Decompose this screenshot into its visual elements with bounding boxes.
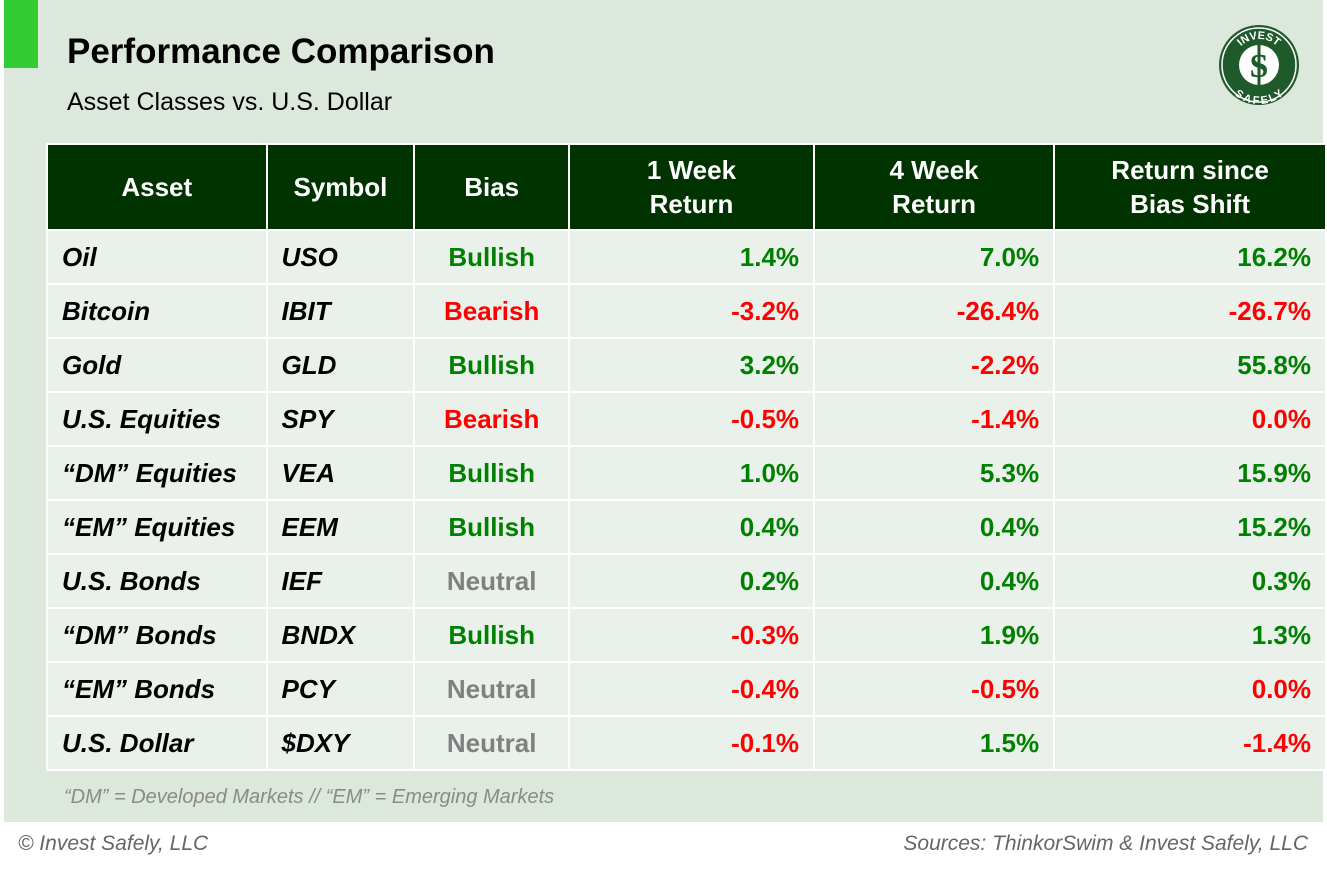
cell-4week: -26.4%: [813, 283, 1056, 339]
cell-1week: -0.5%: [567, 391, 816, 447]
cell-bias: Bullish: [413, 499, 570, 555]
cell-4week: -2.2%: [813, 337, 1056, 393]
cell-4week: 5.3%: [813, 445, 1056, 501]
cell-symbol: BNDX: [265, 607, 416, 663]
cell-since-shift: 16.2%: [1053, 229, 1327, 285]
table-row: Oil USO Bullish 1.4% 7.0% 16.2%: [46, 229, 1327, 285]
cell-1week: 1.0%: [567, 445, 816, 501]
cell-since-shift: 0.3%: [1053, 553, 1327, 609]
cell-since-shift: 15.9%: [1053, 445, 1327, 501]
cell-bias: Neutral: [413, 715, 570, 771]
col-header-4week: 4 Week Return: [813, 143, 1056, 231]
cell-symbol: IEF: [265, 553, 416, 609]
cell-asset: U.S. Dollar: [46, 715, 268, 771]
footnote: “DM” = Developed Markets // “EM” = Emerg…: [64, 786, 555, 808]
cell-symbol: GLD: [265, 337, 416, 393]
svg-text:INVEST: INVEST: [1235, 30, 1283, 49]
cell-symbol: PCY: [265, 661, 416, 717]
cell-asset: Bitcoin: [46, 283, 268, 339]
cell-4week: 7.0%: [813, 229, 1056, 285]
cell-asset: U.S. Equities: [46, 391, 268, 447]
cell-4week: 1.9%: [813, 607, 1056, 663]
cell-bias: Bearish: [413, 391, 570, 447]
performance-table: Asset Symbol Bias 1 Week Return 4 Week R…: [46, 143, 1327, 771]
cell-1week: -3.2%: [567, 283, 816, 339]
cell-since-shift: 15.2%: [1053, 499, 1327, 555]
table-row: Bitcoin IBIT Bearish -3.2% -26.4% -26.7%: [46, 283, 1327, 339]
cell-4week: -0.5%: [813, 661, 1056, 717]
copyright: © Invest Safely, LLC: [18, 832, 209, 855]
col-header-1week: 1 Week Return: [567, 143, 816, 231]
cell-asset: “DM” Equities: [46, 445, 268, 501]
page-subtitle: Asset Classes vs. U.S. Dollar: [67, 88, 393, 116]
cell-4week: -1.4%: [813, 391, 1056, 447]
col-header-since-shift: Return since Bias Shift: [1053, 143, 1327, 231]
cell-bias: Bullish: [413, 445, 570, 501]
cell-symbol: USO: [265, 229, 416, 285]
cell-4week: 0.4%: [813, 499, 1056, 555]
cell-since-shift: 55.8%: [1053, 337, 1327, 393]
col-header-asset: Asset: [46, 143, 268, 231]
cell-1week: 1.4%: [567, 229, 816, 285]
cell-bias: Bearish: [413, 283, 570, 339]
cell-1week: -0.1%: [567, 715, 816, 771]
cell-asset: “DM” Bonds: [46, 607, 268, 663]
cell-1week: 0.4%: [567, 499, 816, 555]
cell-bias: Neutral: [413, 661, 570, 717]
table-row: Gold GLD Bullish 3.2% -2.2% 55.8%: [46, 337, 1327, 393]
cell-symbol: VEA: [265, 445, 416, 501]
cell-1week: -0.4%: [567, 661, 816, 717]
cell-bias: Bullish: [413, 229, 570, 285]
sources: Sources: ThinkorSwim & Invest Safely, LL…: [903, 832, 1308, 855]
cell-asset: Oil: [46, 229, 268, 285]
cell-symbol: SPY: [265, 391, 416, 447]
col-header-symbol: Symbol: [265, 143, 416, 231]
cell-since-shift: 1.3%: [1053, 607, 1327, 663]
cell-symbol: EEM: [265, 499, 416, 555]
cell-bias: Bullish: [413, 337, 570, 393]
table-row: “EM” Equities EEM Bullish 0.4% 0.4% 15.2%: [46, 499, 1327, 555]
cell-1week: 0.2%: [567, 553, 816, 609]
cell-bias: Bullish: [413, 607, 570, 663]
cell-asset: “EM” Bonds: [46, 661, 268, 717]
invest-safely-logo: S INVEST SAFELY: [1219, 25, 1299, 106]
cell-4week: 0.4%: [813, 553, 1056, 609]
page-title: Performance Comparison: [67, 32, 495, 71]
table-row: “DM” Bonds BNDX Bullish -0.3% 1.9% 1.3%: [46, 607, 1327, 663]
cell-asset: U.S. Bonds: [46, 553, 268, 609]
cell-asset: “EM” Equities: [46, 499, 268, 555]
cell-bias: Neutral: [413, 553, 570, 609]
table-row: U.S. Bonds IEF Neutral 0.2% 0.4% 0.3%: [46, 553, 1327, 609]
cell-4week: 1.5%: [813, 715, 1056, 771]
cell-1week: 3.2%: [567, 337, 816, 393]
cell-since-shift: 0.0%: [1053, 391, 1327, 447]
table-row: “EM” Bonds PCY Neutral -0.4% -0.5% 0.0%: [46, 661, 1327, 717]
table-row: “DM” Equities VEA Bullish 1.0% 5.3% 15.9%: [46, 445, 1327, 501]
table-row: U.S. Dollar $DXY Neutral -0.1% 1.5% -1.4%: [46, 715, 1327, 771]
cell-symbol: $DXY: [265, 715, 416, 771]
cell-since-shift: -26.7%: [1053, 283, 1327, 339]
cell-since-shift: -1.4%: [1053, 715, 1327, 771]
cell-1week: -0.3%: [567, 607, 816, 663]
cell-asset: Gold: [46, 337, 268, 393]
table-header-row: Asset Symbol Bias 1 Week Return 4 Week R…: [46, 143, 1327, 231]
col-header-bias: Bias: [413, 143, 570, 231]
cell-since-shift: 0.0%: [1053, 661, 1327, 717]
cell-symbol: IBIT: [265, 283, 416, 339]
accent-bar: [4, 0, 38, 68]
table-row: U.S. Equities SPY Bearish -0.5% -1.4% 0.0%: [46, 391, 1327, 447]
